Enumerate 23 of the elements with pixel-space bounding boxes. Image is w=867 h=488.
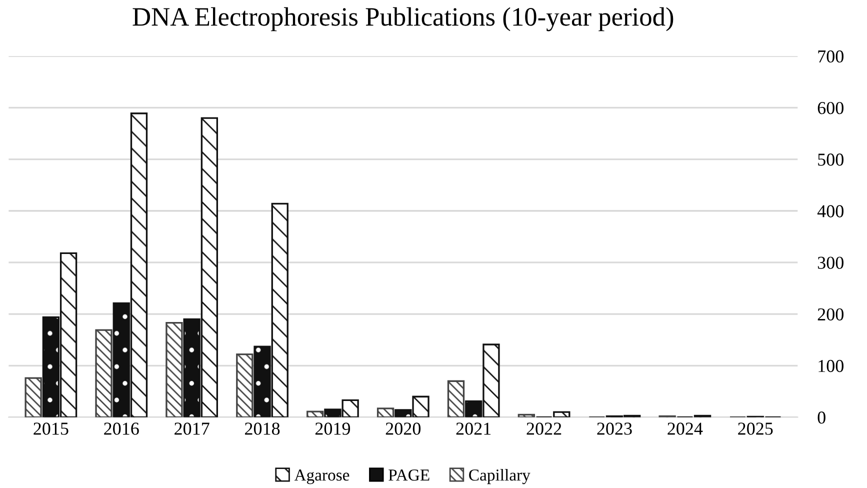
x-tick-label: 2015 [34,422,68,435]
x-tick-label: 2025 [738,422,773,435]
y-tick-label: 400 [817,205,844,218]
y-tick-label: 500 [818,154,844,166]
x-tick-label: 2023 [597,422,632,435]
legend-label: Capillary [469,468,530,484]
y-tick-label: 200 [818,308,844,321]
x-tick-label: 2017 [174,422,210,435]
y-tick-label: 600 [818,102,844,114]
y-tick-label: 300 [818,256,844,269]
y-tick-label: 0 [818,411,826,424]
x-tick-label: 2021 [456,422,491,435]
x-tick-label: 2020 [386,422,421,435]
x-tick-label: 2018 [245,422,280,435]
legend-label: Agarose [294,470,350,484]
x-tick-label: 2019 [315,422,350,435]
chart-title: DNA Electrophoresis Publications (10-year period) [132,7,674,32]
x-tick-label: 2016 [104,422,139,435]
y-tick-label: 700 [818,50,844,63]
x-tick-label: 2022 [526,422,562,435]
x-tick-label: 2024 [668,422,703,435]
legend-label: PAGE [388,469,430,481]
y-tick-label: 100 [818,360,844,372]
